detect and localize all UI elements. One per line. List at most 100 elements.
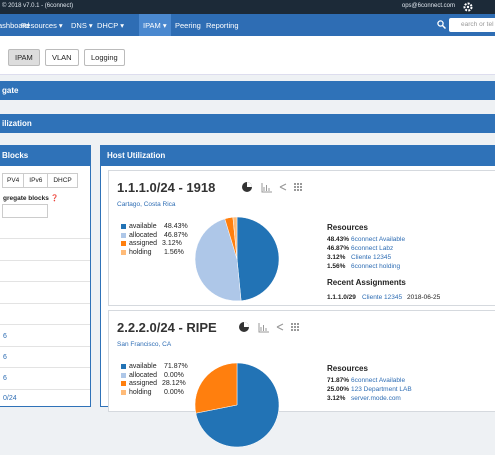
panel-title: Blocks: [0, 146, 90, 166]
recent-title: Recent Assignments: [327, 278, 406, 287]
legend-value: 3.12%: [162, 240, 182, 247]
host-title: 1.1.1.0/24 - 1918: [117, 180, 216, 195]
settings-icon[interactable]: [463, 2, 473, 12]
grid-icon[interactable]: [294, 183, 302, 191]
list-divider: [0, 324, 90, 325]
tab-button[interactable]: VLAN: [45, 49, 79, 66]
grid-icon[interactable]: [291, 323, 299, 331]
resource-name[interactable]: 123 Department LAB: [351, 386, 412, 393]
section-bar[interactable]: gate: [0, 81, 495, 100]
legend-swatch: [121, 381, 126, 386]
resource-percent: 3.12%: [327, 395, 346, 402]
pie-slice: [232, 216, 238, 260]
user-email[interactable]: ops@6connect.com: [401, 3, 455, 9]
section-bar[interactable]: ilization: [0, 114, 495, 133]
pie-slice: [194, 218, 242, 302]
legend-name: allocated: [129, 371, 158, 379]
resources-title: Resources: [327, 223, 368, 232]
pie-chart: [194, 362, 280, 448]
resource-name[interactable]: server.mode.com: [351, 395, 401, 402]
legend-swatch: [121, 241, 126, 246]
resource-percent: 1.56%: [327, 263, 346, 270]
legend-value: 0.00%: [164, 371, 184, 379]
pie-slice: [236, 216, 280, 302]
block-link[interactable]: 6: [3, 354, 7, 361]
legend-name: assigned: [129, 240, 158, 247]
list-divider: [0, 302, 90, 304]
resource-name[interactable]: Cliente 12345: [351, 254, 392, 261]
list-divider: [0, 259, 90, 261]
legend-value: 71.87%: [164, 363, 188, 370]
share-icon[interactable]: [279, 183, 287, 191]
block-tabs: PV4 IPv6 DHCP: [2, 173, 78, 188]
block-link[interactable]: 6: [3, 375, 7, 382]
section-title: ilization: [2, 119, 32, 128]
pie-slice: [194, 362, 238, 414]
resource-percent: 3.12%: [327, 254, 346, 261]
block-tab[interactable]: PV4: [2, 173, 25, 188]
legend-swatch: [121, 249, 126, 255]
search-placeholder: earch or tel: [461, 21, 494, 28]
blocks-panel: Blocks PV4 IPv6 DHCP gregate blocks ❓ 6 6 6 0…: [0, 145, 91, 407]
host-title: 2.2.2.0/24 - RIPE: [117, 320, 217, 335]
tab-button[interactable]: Logging: [84, 49, 125, 66]
tab-button[interactable]: IPAM: [8, 49, 40, 66]
field-label: gregate blocks ❓: [3, 195, 59, 202]
bar-icon[interactable]: [258, 323, 269, 333]
nav-item[interactable]: DNS ▾: [71, 21, 93, 30]
list-divider: [0, 238, 90, 239]
list-divider: [0, 345, 90, 347]
host-icons: [242, 182, 302, 193]
legend-swatch: [121, 372, 126, 378]
resource-name[interactable]: 6connect holding: [351, 263, 401, 270]
legend-swatch: [121, 232, 126, 238]
share-icon[interactable]: [276, 323, 284, 331]
bar-icon[interactable]: [261, 183, 272, 193]
legend-name: holding: [129, 388, 152, 396]
legend-name: holding: [129, 248, 152, 256]
pie-icon-cut: [247, 182, 252, 187]
host-icons: [239, 322, 299, 333]
top-bar: © 2018 v7.0.1 - (6connect) ops@6connect.…: [0, 0, 495, 14]
block-link[interactable]: 0/24: [3, 395, 17, 402]
nav-bar: earch or tel ashboard Resources ▾ DNS ▾ DHC…: [0, 14, 495, 36]
nav-item[interactable]: DHCP ▾: [97, 21, 124, 30]
nav-item[interactable]: Peering: [175, 21, 201, 30]
resource-percent: 71.87%: [327, 377, 350, 384]
nav-item[interactable]: IPAM ▾: [143, 21, 167, 30]
search-icon[interactable]: [437, 20, 446, 29]
legend-name: allocated: [129, 231, 158, 239]
tab-area: IPAM VLAN Logging: [0, 36, 495, 75]
resource-percent: 46.87%: [327, 245, 350, 252]
nav-active: [139, 14, 171, 36]
host-card: 1.1.1.0/24 - 1918 Cartago, Costa Rica avai…: [108, 170, 495, 306]
legend-value: 48.43%: [164, 223, 188, 230]
host-card: 2.2.2.0/24 - RIPE San Francisco, CA availa…: [108, 310, 495, 448]
list-divider: [0, 388, 90, 390]
pie-icon-cut: [244, 322, 249, 327]
nav-item[interactable]: ashboard: [0, 21, 30, 30]
resource-name[interactable]: 6connect Labz: [351, 245, 394, 252]
host-location[interactable]: San Francisco, CA: [117, 341, 172, 348]
block-link[interactable]: 6: [3, 333, 7, 340]
recent-date: 2018-06-25: [407, 294, 441, 301]
nav-item[interactable]: Resources ▾: [21, 21, 63, 30]
recent-name[interactable]: Cliente 12345: [362, 294, 403, 301]
panel-title: Host Utilization: [101, 146, 495, 166]
section-title: gate: [2, 86, 19, 95]
filter-input[interactable]: [2, 204, 48, 218]
nav-item[interactable]: Reporting: [206, 21, 239, 30]
recent-block: 1.1.1.0/29: [327, 294, 356, 301]
legend-swatch: [121, 364, 126, 369]
block-tab[interactable]: IPv6: [23, 173, 49, 188]
search-box[interactable]: earch or tel: [449, 18, 495, 32]
resource-percent: 25.00%: [327, 386, 350, 393]
legend-swatch: [121, 224, 126, 229]
resource-name[interactable]: 6connect Available: [351, 236, 406, 243]
resource-name[interactable]: 6connect Available: [351, 377, 406, 384]
block-tab[interactable]: DHCP: [47, 173, 78, 188]
host-location[interactable]: Cartago, Costa Rica: [117, 201, 176, 208]
legend-name: available: [129, 223, 157, 230]
resources-title: Resources: [327, 364, 368, 373]
